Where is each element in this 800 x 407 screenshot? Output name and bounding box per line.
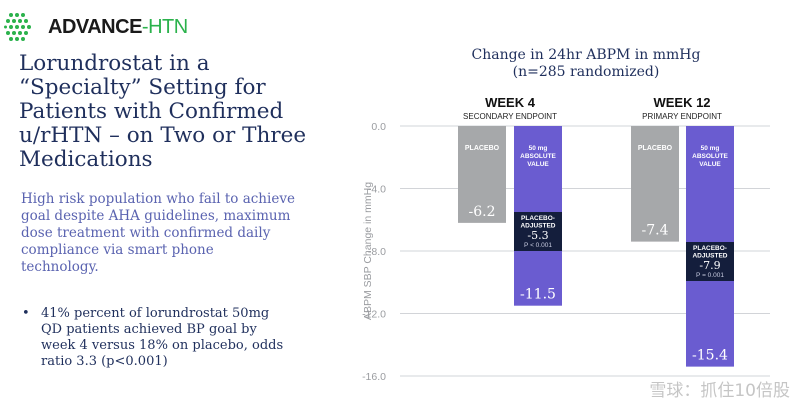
bullet-line: ratio 3.3 (p<0.001) [41, 354, 168, 369]
logo-wordmark: ADVANCE-HTN [48, 16, 188, 39]
group-subheading: PRIMARY ENDPOINT [642, 112, 722, 121]
drug-value-label: -15.4 [692, 348, 728, 364]
y-tick-label: 0.0 [371, 121, 386, 133]
drug-bar-label: VALUE [699, 161, 721, 168]
group-subheading: SECONDARY ENDPOINT [463, 112, 557, 121]
hexagon-logo-icon [4, 13, 31, 41]
y-tick-label: -12.0 [362, 309, 386, 321]
placebo-value-label: -7.4 [642, 223, 669, 239]
drug-bar-label: ABSOLUTE [692, 153, 728, 160]
logo-suffix: -HTN [141, 15, 188, 38]
y-tick-label: -8.0 [368, 246, 386, 258]
chart-title-line: Change in 24hr ABPM in mmHg [471, 47, 701, 63]
bullet-line: QD patients achieved BP goal by [41, 322, 257, 337]
group-heading: WEEK 4 [485, 95, 536, 110]
placebo-adjusted-box [686, 242, 734, 281]
chart-title: Change in 24hr ABPM in mmHg (n=285 rando… [400, 47, 772, 81]
group-heading: WEEK 12 [653, 95, 710, 110]
title-line: Medications [19, 147, 153, 172]
chart-title-line: (n=285 randomized) [512, 64, 660, 80]
placebo-adjusted-box [514, 212, 562, 251]
title-line: Patients with Confirmed [19, 99, 284, 124]
logo-brand: ADVANCE [48, 15, 142, 38]
y-tick-label: -16.0 [362, 371, 386, 383]
placebo-adjusted-label: PLACEBO- [693, 245, 727, 252]
p-value-label: P = 0.001 [696, 272, 724, 279]
subtitle-line: High risk population who fail to achieve [21, 191, 295, 207]
placebo-bar-label: PLACEBO [638, 145, 673, 152]
slide-title: Lorundrostat in a “Specialty” Setting fo… [19, 52, 339, 172]
placebo-adjusted-value: -7.9 [699, 259, 720, 272]
bullet-line: 41% percent of lorundrostat 50mg [41, 306, 270, 321]
bullet-point: • 41% percent of lorundrostat 50mg QD pa… [22, 306, 352, 370]
drug-bar-label: VALUE [527, 161, 549, 168]
placebo-adjusted-label: PLACEBO- [521, 215, 555, 222]
watermark: 雪球：抓住10倍股 [649, 381, 790, 401]
drug-bar-label: 50 mg [701, 145, 720, 152]
subtitle-line: dose treatment with confirmed daily [21, 225, 271, 241]
p-value-label: P < 0.001 [524, 242, 552, 249]
drug-bar-label: 50 mg [529, 145, 548, 152]
title-line: “Specialty” Setting for [19, 75, 266, 100]
bullet-marker: • [22, 306, 30, 321]
placebo-adjusted-label: ADJUSTED [692, 253, 727, 260]
bullet-line: week 4 versus 18% on placebo, odds [41, 338, 284, 353]
subtitle-line: technology. [21, 259, 99, 275]
drug-bar-label: ABSOLUTE [520, 153, 556, 160]
bullet-text: 41% percent of lorundrostat 50mg QD pati… [41, 306, 283, 370]
placebo-bar-label: PLACEBO [465, 145, 500, 152]
placebo-bar [458, 126, 506, 223]
placebo-adjusted-label: ADJUSTED [520, 223, 555, 230]
placebo-bar [631, 126, 679, 242]
drug-value-label: -11.5 [520, 287, 556, 303]
title-line: Lorundrostat in a [19, 51, 210, 76]
subtitle-line: compliance via smart phone [21, 242, 214, 258]
placebo-adjusted-value: -5.3 [527, 229, 548, 242]
title-line: u/rHTN – on Two or Three [19, 123, 307, 148]
placebo-value-label: -6.2 [469, 204, 496, 220]
y-axis-label: ABPM SBP Change in mmHg [362, 182, 374, 320]
slide-subtitle: High risk population who fail to achieve… [21, 191, 321, 276]
subtitle-line: goal despite AHA guidelines, maximum [21, 208, 291, 224]
brand-logo: ADVANCE-HTN [4, 10, 188, 44]
y-tick-label: -4.0 [368, 184, 386, 196]
